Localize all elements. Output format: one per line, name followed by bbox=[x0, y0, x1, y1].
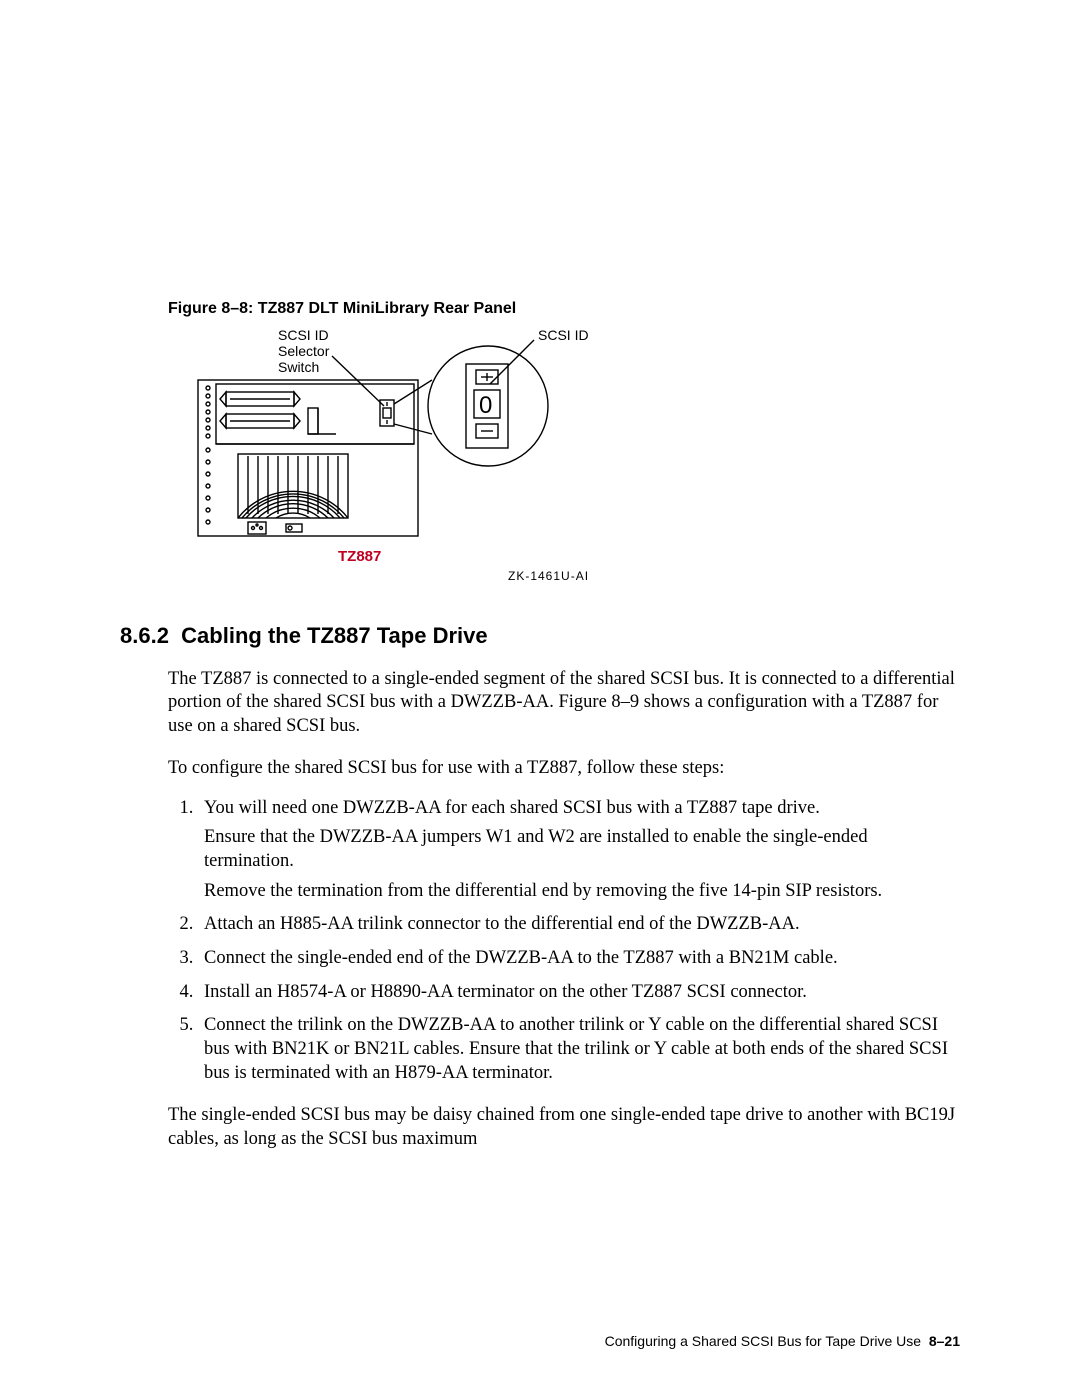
label-scsi-id-selector-l3: Switch bbox=[278, 359, 319, 375]
step-text: You will need one DWZZB-AA for each shar… bbox=[204, 798, 820, 818]
scsi-connector-1 bbox=[220, 392, 300, 406]
power-inlet bbox=[248, 522, 266, 534]
step-text: Connect the trilink on the DWZZB-AA to a… bbox=[204, 1015, 948, 1082]
section-heading: 8.6.2 Cabling the TZ887 Tape Drive bbox=[120, 623, 960, 649]
page-footer: Configuring a Shared SCSI Bus for Tape D… bbox=[605, 1333, 960, 1349]
lead-in-paragraph: To configure the shared SCSI bus for use… bbox=[168, 757, 960, 781]
step-extra: Ensure that the DWZZB-AA jumpers W1 and … bbox=[204, 826, 960, 873]
step-4: Install an H8574-A or H8890-AA terminato… bbox=[198, 981, 960, 1005]
step-2: Attach an H885-AA trilink connector to t… bbox=[198, 913, 960, 937]
figure-diagram: SCSI ID Selector Switch SCSI ID bbox=[168, 324, 960, 583]
footer-text: Configuring a Shared SCSI Bus for Tape D… bbox=[605, 1333, 921, 1349]
step-text: Connect the single-ended end of the DWZZ… bbox=[204, 948, 838, 968]
label-scsi-id-selector-l1: SCSI ID bbox=[278, 327, 329, 343]
step-extra: Remove the termination from the differen… bbox=[204, 880, 960, 904]
step-3: Connect the single-ended end of the DWZZ… bbox=[198, 947, 960, 971]
step-text: Install an H8574-A or H8890-AA terminato… bbox=[204, 982, 807, 1002]
page: Figure 8–8: TZ887 DLT MiniLibrary Rear P… bbox=[0, 0, 1080, 1397]
section-number: 8.6.2 bbox=[120, 623, 169, 648]
figure-reference-code: ZK-1461U-AI bbox=[508, 569, 960, 583]
screw-holes bbox=[206, 386, 210, 524]
step-5: Connect the trilink on the DWZZB-AA to a… bbox=[198, 1014, 960, 1085]
closing-paragraph: The single-ended SCSI bus may be daisy c… bbox=[168, 1104, 960, 1151]
label-scsi-id-selector-l2: Selector bbox=[278, 343, 330, 359]
figure-caption: Figure 8–8: TZ887 DLT MiniLibrary Rear P… bbox=[168, 300, 960, 318]
section-title: Cabling the TZ887 Tape Drive bbox=[181, 623, 487, 648]
page-number: 8–21 bbox=[929, 1333, 960, 1349]
fan-grille bbox=[238, 454, 348, 518]
scsi-connector-2 bbox=[220, 414, 300, 428]
step-text: Attach an H885-AA trilink connector to t… bbox=[204, 914, 800, 934]
label-scsi-id: SCSI ID bbox=[538, 327, 589, 343]
device-label: TZ887 bbox=[338, 548, 960, 565]
rear-panel-svg: SCSI ID Selector Switch SCSI ID bbox=[168, 324, 608, 544]
scsi-id-value: 0 bbox=[479, 392, 492, 419]
steps-list: You will need one DWZZB-AA for each shar… bbox=[168, 797, 960, 1086]
step-1: You will need one DWZZB-AA for each shar… bbox=[198, 797, 960, 904]
intro-paragraph: The TZ887 is connected to a single-ended… bbox=[168, 668, 960, 739]
